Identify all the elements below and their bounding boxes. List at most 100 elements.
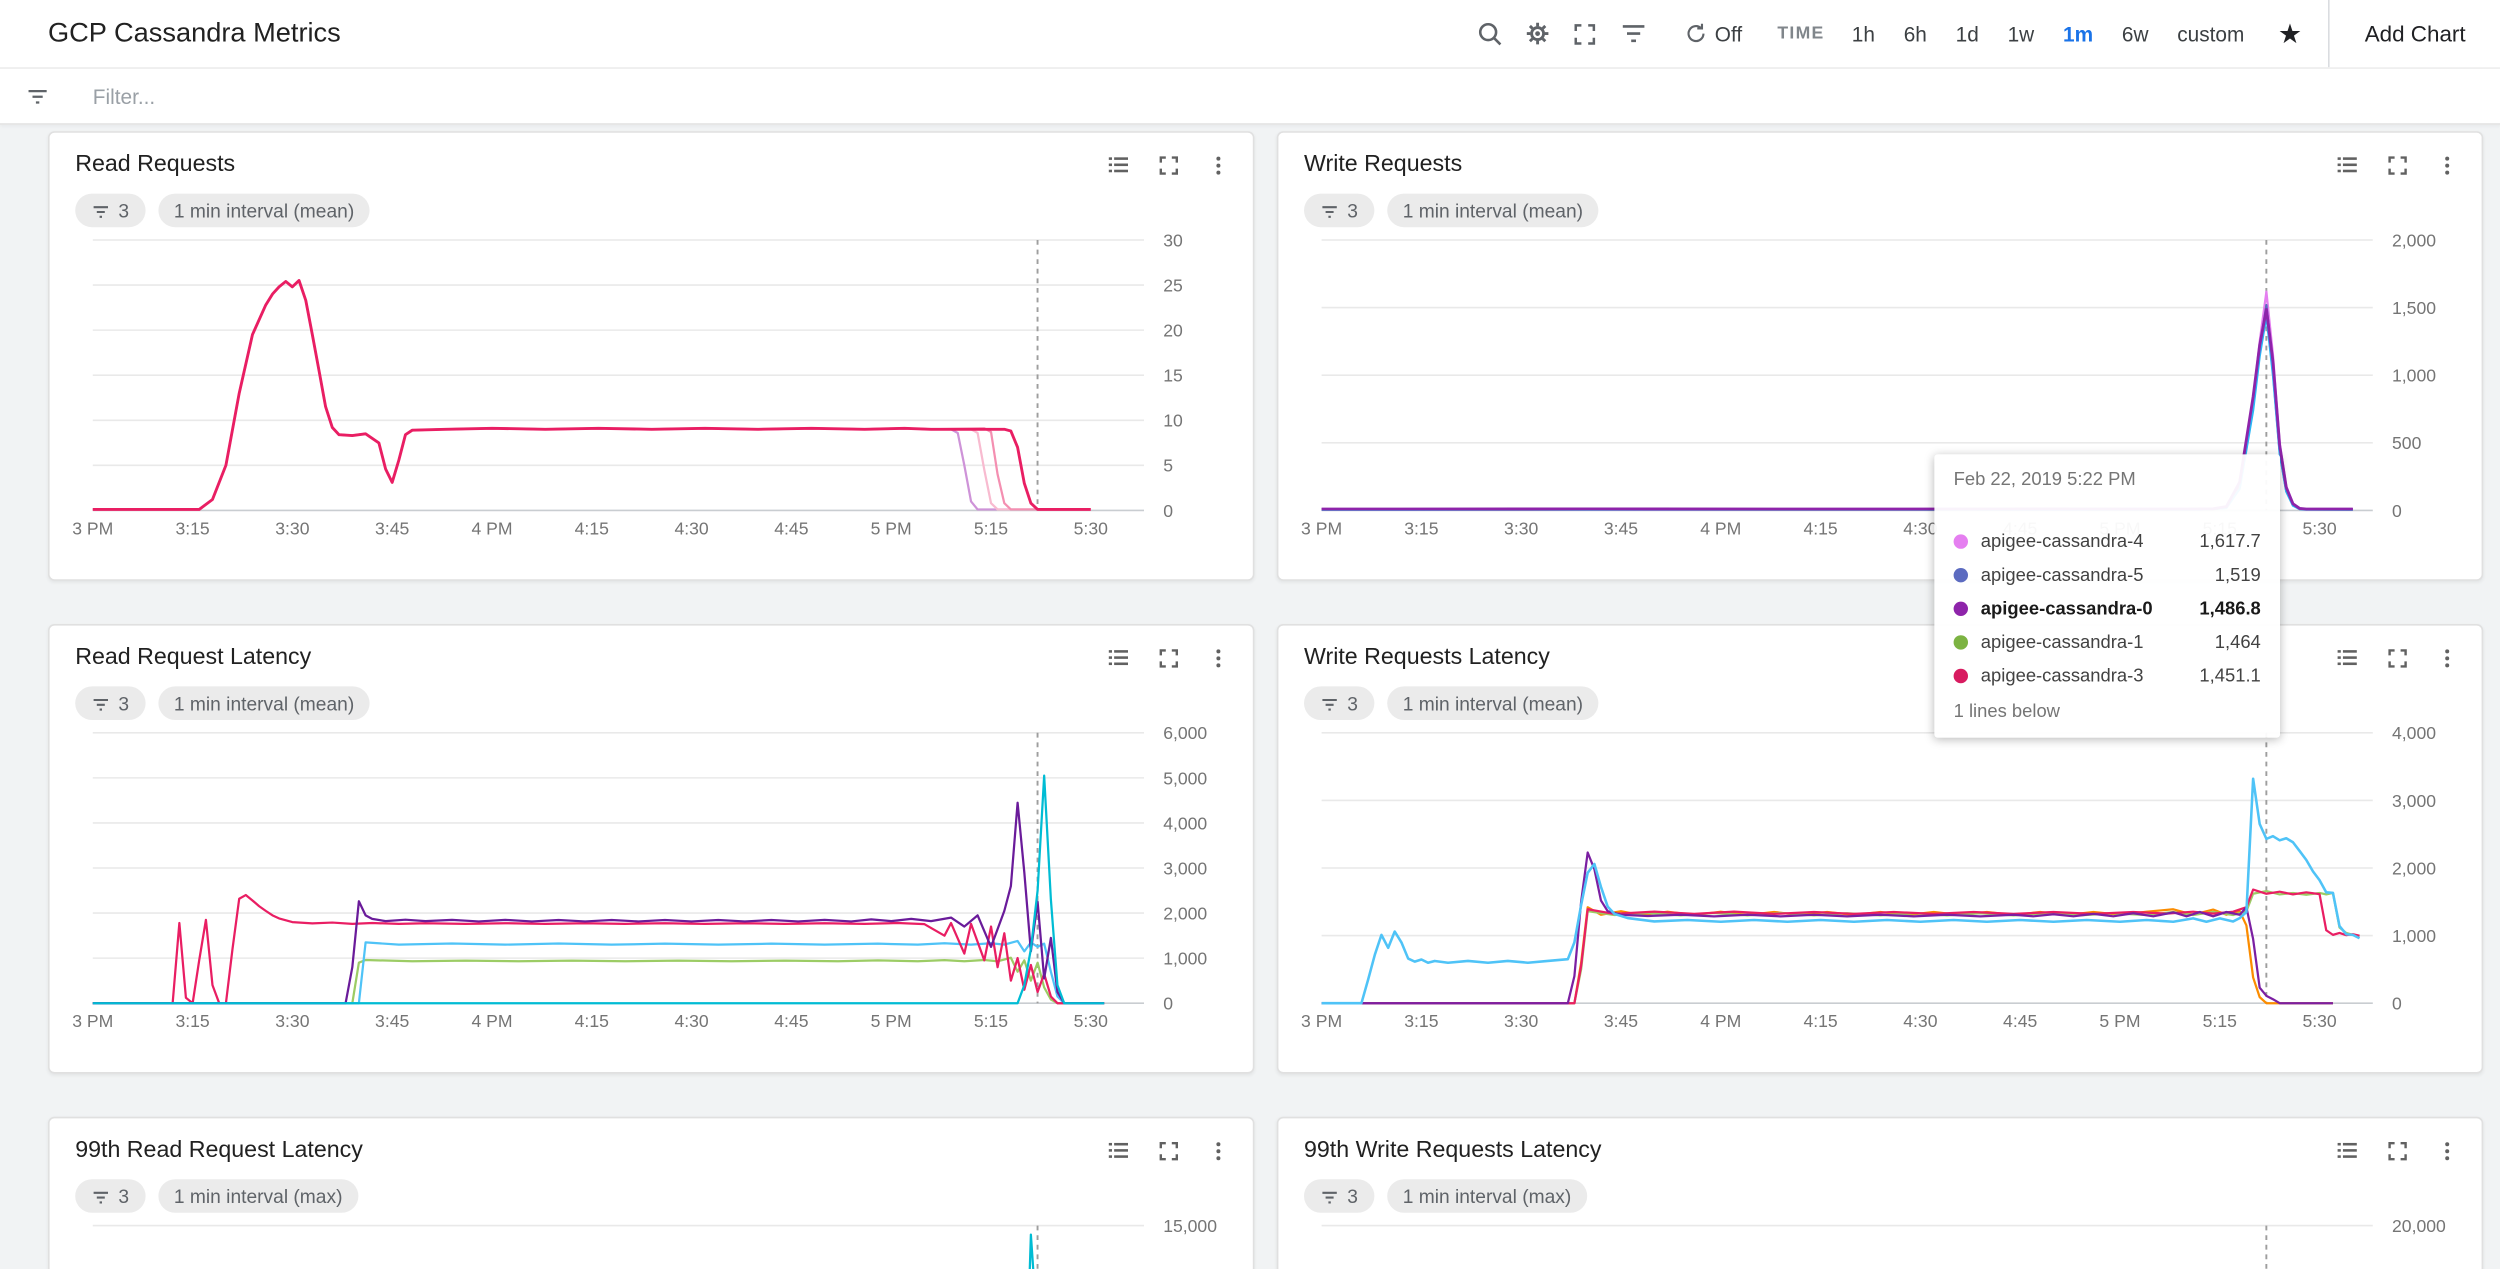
chart-card: Write Requests 3 1 min interval (mean) 0… bbox=[1276, 131, 2484, 581]
time-range-6h[interactable]: 6h bbox=[1903, 21, 1927, 46]
chart-plot[interactable]: 0 500 1,000 1,500 2,000 3 PM 3:15 3:30 3:45 4 PM 4… bbox=[1278, 230, 2481, 544]
svg-text:3 PM: 3 PM bbox=[72, 1011, 113, 1031]
svg-text:3:45: 3:45 bbox=[1604, 1011, 1638, 1031]
filter-count-value: 3 bbox=[1347, 692, 1358, 715]
tooltip-row: apigee-cassandra-5 1,519 bbox=[1953, 558, 2261, 592]
svg-text:5:15: 5:15 bbox=[2203, 1011, 2237, 1031]
filter-bar bbox=[0, 68, 2500, 125]
interval-chip[interactable]: 1 min interval (mean) bbox=[1386, 193, 1600, 228]
filter-icon[interactable] bbox=[1609, 19, 1657, 48]
svg-text:4:15: 4:15 bbox=[1803, 1011, 1837, 1031]
star-icon[interactable]: ★ bbox=[2277, 18, 2303, 49]
time-range-1w[interactable]: 1w bbox=[2007, 21, 2035, 46]
expand-chart-icon[interactable] bbox=[2386, 646, 2410, 670]
expand-chart-icon[interactable] bbox=[1157, 1138, 1181, 1162]
fullscreen-icon[interactable] bbox=[1561, 20, 1609, 47]
chart-plot[interactable]: 0 5 10 15 20 25 30 3 PM 3:15 3:30 3:45 4 PM 4:15 4:30… bbox=[50, 230, 1253, 544]
chart-chips: 3 1 min interval (mean) bbox=[1278, 178, 2481, 228]
auto-refresh-toggle[interactable]: Off bbox=[1683, 21, 1742, 47]
interval-chip[interactable]: 1 min interval (max) bbox=[1386, 1179, 1588, 1213]
more-options-icon[interactable] bbox=[1206, 153, 1230, 177]
chart-card-header: Read Request Latency bbox=[50, 626, 1253, 671]
svg-text:3:15: 3:15 bbox=[175, 518, 209, 538]
series-name: apigee-cassandra-3 bbox=[1980, 666, 2144, 686]
svg-text:5,000: 5,000 bbox=[1163, 768, 1207, 788]
svg-text:3,000: 3,000 bbox=[2392, 791, 2436, 811]
legend-icon[interactable] bbox=[2334, 1138, 2360, 1164]
legend-icon[interactable] bbox=[1106, 152, 1132, 178]
filter-count-value: 3 bbox=[118, 1184, 130, 1208]
settings-gear-icon[interactable] bbox=[1513, 19, 1561, 48]
more-options-icon[interactable] bbox=[1206, 1138, 1230, 1162]
chart-card-header: Write Requests bbox=[1278, 133, 2481, 178]
chart-card-header: Write Requests Latency bbox=[1278, 626, 2481, 671]
expand-chart-icon[interactable] bbox=[2386, 153, 2410, 177]
chart-tooltip: Feb 22, 2019 5:22 PM apigee-cassandra-4 1… bbox=[1934, 454, 2280, 738]
tooltip-rows: apigee-cassandra-4 1,617.7 apigee-cassandr… bbox=[1953, 525, 2261, 693]
more-options-icon[interactable] bbox=[2435, 1138, 2459, 1162]
svg-text:4:30: 4:30 bbox=[674, 1011, 708, 1031]
filter-input[interactable] bbox=[89, 82, 2488, 110]
svg-text:3:30: 3:30 bbox=[275, 518, 309, 538]
expand-chart-icon[interactable] bbox=[1157, 646, 1181, 670]
filter-count-value: 3 bbox=[118, 199, 130, 222]
filter-count-value: 3 bbox=[1347, 1184, 1358, 1208]
filter-count-chip[interactable]: 3 bbox=[1304, 686, 1374, 720]
time-range-1d[interactable]: 1d bbox=[1955, 21, 1979, 46]
legend-icon[interactable] bbox=[2334, 152, 2360, 178]
time-section-label: TIME bbox=[1777, 24, 1825, 44]
legend-icon[interactable] bbox=[1106, 645, 1132, 671]
svg-text:10: 10 bbox=[1163, 411, 1183, 431]
expand-chart-icon[interactable] bbox=[2386, 1138, 2410, 1162]
filter-count-chip[interactable]: 3 bbox=[75, 686, 146, 720]
chart-card-header: Read Requests bbox=[50, 133, 1253, 178]
series-value: 1,617.7 bbox=[2199, 532, 2261, 552]
filter-count-chip[interactable]: 3 bbox=[75, 1179, 146, 1213]
svg-text:4:45: 4:45 bbox=[774, 518, 808, 538]
svg-text:3:30: 3:30 bbox=[275, 1011, 309, 1031]
time-range-custom[interactable]: custom bbox=[2177, 21, 2245, 46]
filter-count-chip[interactable]: 3 bbox=[1304, 193, 1374, 228]
refresh-state-label: Off bbox=[1714, 21, 1743, 46]
filter-list-icon[interactable] bbox=[13, 82, 61, 109]
interval-chip[interactable]: 1 min interval (max) bbox=[157, 1179, 359, 1213]
search-icon[interactable] bbox=[1465, 19, 1513, 48]
interval-chip[interactable]: 1 min interval (mean) bbox=[157, 686, 371, 720]
series-color-dot bbox=[1953, 568, 1968, 583]
chart-card: 99th Read Request Latency 3 1 min interv… bbox=[48, 1116, 1255, 1269]
more-options-icon[interactable] bbox=[1206, 646, 1230, 670]
more-options-icon[interactable] bbox=[2435, 153, 2459, 177]
time-range-1h[interactable]: 1h bbox=[1851, 21, 1875, 46]
time-range-6w[interactable]: 6w bbox=[2121, 21, 2149, 46]
interval-chip[interactable]: 1 min interval (mean) bbox=[1386, 686, 1600, 720]
svg-text:3:45: 3:45 bbox=[375, 1011, 409, 1031]
legend-icon[interactable] bbox=[2334, 645, 2360, 671]
chart-plot[interactable]: 0 1,000 2,000 3,000 4,000 5,000 6,000 3 PM 3:15 3… bbox=[50, 723, 1253, 1037]
series-value: 1,464 bbox=[2214, 632, 2261, 652]
chart-plot[interactable]: 0 1,000 2,000 3,000 4,000 3 PM 3:15 3:30 3:45 4 P… bbox=[1278, 723, 2481, 1037]
chart-chips: 3 1 min interval (mean) bbox=[50, 178, 1253, 228]
svg-text:6,000: 6,000 bbox=[1163, 723, 1207, 743]
svg-text:3:45: 3:45 bbox=[375, 518, 409, 538]
chart-title: Read Request Latency bbox=[75, 644, 312, 671]
expand-chart-icon[interactable] bbox=[1157, 153, 1181, 177]
series-color-dot bbox=[1953, 635, 1968, 650]
chip-filter-icon bbox=[93, 698, 109, 710]
series-value: 1,486.8 bbox=[2199, 599, 2261, 619]
series-color-dot bbox=[1953, 601, 1968, 616]
chart-title: 99th Write Requests Latency bbox=[1304, 1137, 1602, 1164]
interval-chip[interactable]: 1 min interval (mean) bbox=[157, 193, 371, 228]
chart-chips: 3 1 min interval (max) bbox=[1278, 1163, 2481, 1213]
filter-count-chip[interactable]: 3 bbox=[1304, 1179, 1374, 1213]
tooltip-row: apigee-cassandra-1 1,464 bbox=[1953, 626, 2261, 660]
svg-text:0: 0 bbox=[2392, 994, 2402, 1014]
add-chart-button[interactable]: Add Chart bbox=[2327, 0, 2500, 68]
filter-count-chip[interactable]: 3 bbox=[75, 193, 146, 228]
time-range-1m[interactable]: 1m bbox=[2063, 21, 2094, 46]
svg-text:3 PM: 3 PM bbox=[1301, 518, 1342, 538]
more-options-icon[interactable] bbox=[2435, 646, 2459, 670]
legend-icon[interactable] bbox=[1106, 1138, 1132, 1164]
svg-text:2,000: 2,000 bbox=[2392, 858, 2436, 878]
